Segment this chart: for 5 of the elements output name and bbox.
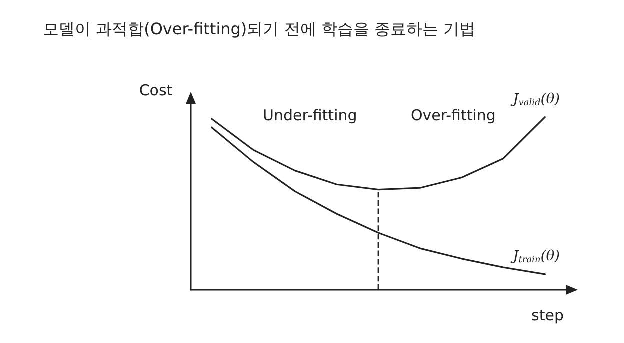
annotation: Under-fitting bbox=[263, 106, 358, 124]
annotation: Over-fitting bbox=[411, 106, 496, 124]
chart-title: 모델이 과적합(Over-fitting)되기 전에 학습을 종료하는 기법 bbox=[43, 20, 476, 38]
x-axis-title: step bbox=[532, 306, 564, 324]
y-axis-title: Cost bbox=[139, 82, 173, 100]
